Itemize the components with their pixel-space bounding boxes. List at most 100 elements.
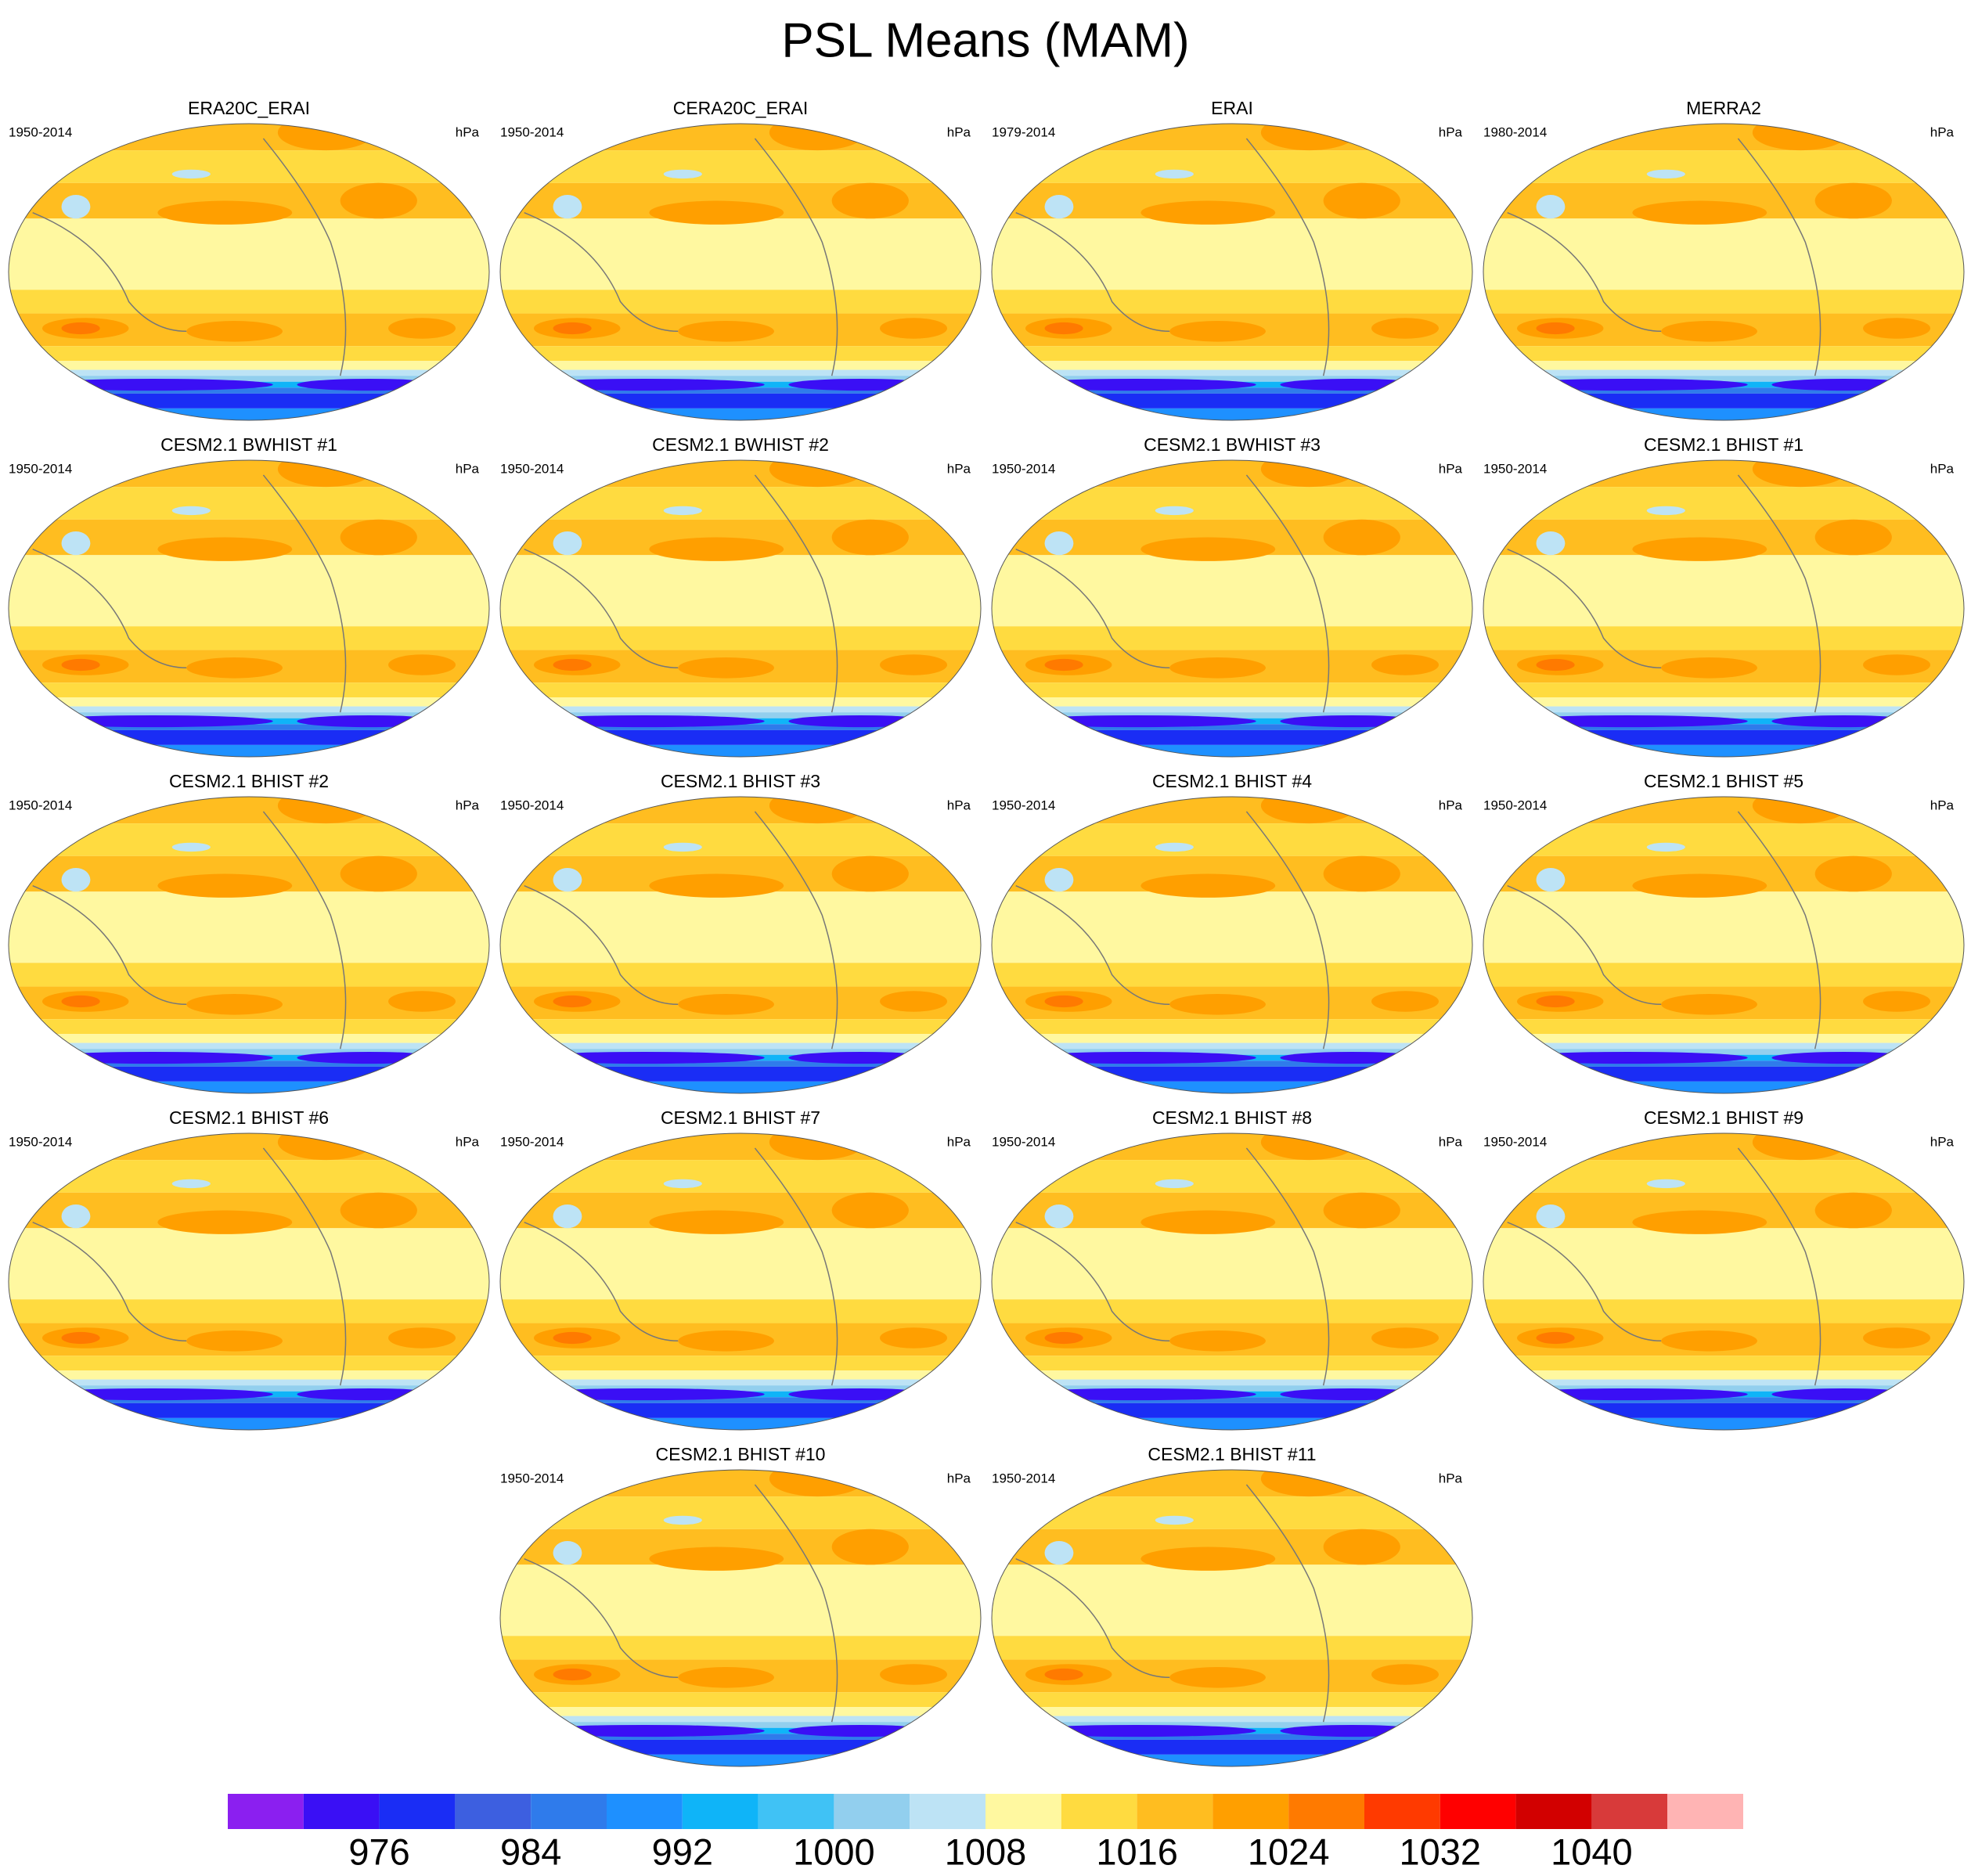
panel-period: 1979-2014 xyxy=(992,124,1055,139)
map-feature xyxy=(1536,322,1575,335)
map-band xyxy=(992,555,1472,627)
map-band xyxy=(992,376,1472,382)
map-band xyxy=(9,626,489,650)
colorbar-box xyxy=(1440,1794,1516,1829)
map-band xyxy=(500,387,981,394)
panel-title: CESM2.1 BHIST #4 xyxy=(1152,771,1312,791)
map-band xyxy=(500,1707,981,1716)
coastline xyxy=(524,1484,838,1723)
map-band xyxy=(1483,1228,1964,1300)
panel-units: hPa xyxy=(947,124,971,139)
panel-units: hPa xyxy=(947,1471,971,1485)
map-band xyxy=(500,393,981,409)
map-outline xyxy=(1483,123,1965,421)
map-feature xyxy=(1536,867,1566,892)
map-feature xyxy=(1155,1515,1194,1525)
map-feature xyxy=(1752,460,1849,488)
map-feature xyxy=(788,1388,933,1401)
panel-units: hPa xyxy=(1439,124,1463,139)
map-feature xyxy=(831,1192,909,1229)
map-feature xyxy=(831,182,909,219)
coastline xyxy=(32,811,347,1050)
map-band xyxy=(9,460,489,488)
map-feature xyxy=(1863,991,1931,1012)
map-band xyxy=(500,124,981,151)
panel-period: 1980-2014 xyxy=(1483,124,1547,139)
map-feature xyxy=(880,991,948,1012)
map-band xyxy=(500,1754,981,1766)
map-feature xyxy=(340,855,417,892)
panel-units: hPa xyxy=(1439,798,1463,812)
map-band xyxy=(992,1692,1472,1708)
map-band xyxy=(500,1734,981,1740)
map-band xyxy=(992,1636,1472,1660)
map-band xyxy=(500,724,981,730)
map-band xyxy=(9,697,489,707)
map-feature xyxy=(678,657,774,679)
map-feature xyxy=(277,124,374,151)
map-band xyxy=(500,1385,981,1392)
map-feature xyxy=(1280,715,1425,728)
map-band xyxy=(1483,460,1964,488)
panel-units: hPa xyxy=(456,461,480,476)
map-band xyxy=(500,346,981,362)
map-band xyxy=(9,1081,489,1093)
map xyxy=(9,1133,489,1430)
map-band xyxy=(500,408,981,420)
map-feature xyxy=(1507,1051,1748,1064)
map-band xyxy=(500,1722,981,1728)
colorbar-box xyxy=(228,1794,304,1829)
map-outline xyxy=(1483,796,1965,1094)
map-feature xyxy=(157,1210,293,1234)
map-feature xyxy=(157,200,293,225)
map-band xyxy=(992,706,1472,713)
map-feature xyxy=(1661,1330,1757,1352)
map-feature xyxy=(1863,654,1931,675)
map-feature xyxy=(388,654,456,675)
colorbar-label: 1008 xyxy=(945,1831,1027,1872)
map-band xyxy=(992,1042,1472,1050)
map-band xyxy=(1483,1299,1964,1323)
map-feature xyxy=(1044,658,1083,672)
map-feature xyxy=(1646,842,1685,852)
map-band xyxy=(500,697,981,707)
map-feature xyxy=(831,855,909,892)
map-band xyxy=(1483,1060,1964,1067)
panel-period: 1950-2014 xyxy=(992,1134,1055,1149)
map-feature xyxy=(553,1540,582,1565)
map xyxy=(9,124,489,420)
panel-period: 1950-2014 xyxy=(9,798,72,812)
colorbar-box xyxy=(1515,1794,1592,1829)
map-feature xyxy=(553,1331,592,1345)
map-feature xyxy=(649,873,784,898)
map-feature xyxy=(524,1724,765,1737)
panel: CESM2.1 BHIST #5 1950-2014 hPa xyxy=(1483,771,1965,1094)
map-band xyxy=(992,1470,1472,1497)
map-feature xyxy=(388,991,456,1012)
map-feature xyxy=(1323,1192,1400,1229)
map-feature xyxy=(61,322,100,335)
map-band xyxy=(500,1228,981,1300)
map-band xyxy=(500,823,981,856)
map-feature xyxy=(553,867,582,892)
map-band xyxy=(9,408,489,420)
map-band xyxy=(1483,823,1964,856)
map-band xyxy=(9,361,489,370)
map-feature xyxy=(340,182,417,219)
map-feature xyxy=(1752,1133,1849,1161)
map-band xyxy=(992,1402,1472,1418)
panel-units: hPa xyxy=(456,798,480,812)
map xyxy=(500,460,981,757)
colorbar-label: 1040 xyxy=(1551,1831,1633,1872)
map-band xyxy=(1483,1379,1964,1386)
panel-units: hPa xyxy=(1439,461,1463,476)
map-band xyxy=(9,823,489,856)
map-feature xyxy=(1323,855,1400,892)
map-band xyxy=(9,891,489,963)
map-feature xyxy=(297,1388,441,1401)
colorbar-box xyxy=(834,1794,910,1829)
panel-period: 1950-2014 xyxy=(500,1471,564,1485)
panel: ERAI 1979-2014 hPa xyxy=(991,98,1473,421)
map-band xyxy=(1483,1356,1964,1371)
